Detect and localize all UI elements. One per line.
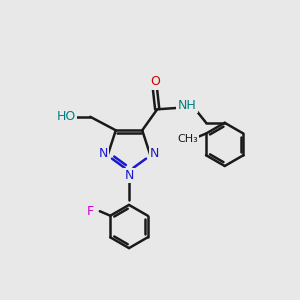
Text: N: N bbox=[150, 148, 160, 160]
Text: F: F bbox=[87, 205, 94, 218]
Text: N: N bbox=[98, 148, 108, 160]
Text: NH: NH bbox=[178, 99, 196, 112]
Text: HO: HO bbox=[57, 110, 76, 123]
Text: N: N bbox=[124, 169, 134, 182]
Text: CH₃: CH₃ bbox=[177, 134, 198, 144]
Text: O: O bbox=[150, 75, 160, 88]
